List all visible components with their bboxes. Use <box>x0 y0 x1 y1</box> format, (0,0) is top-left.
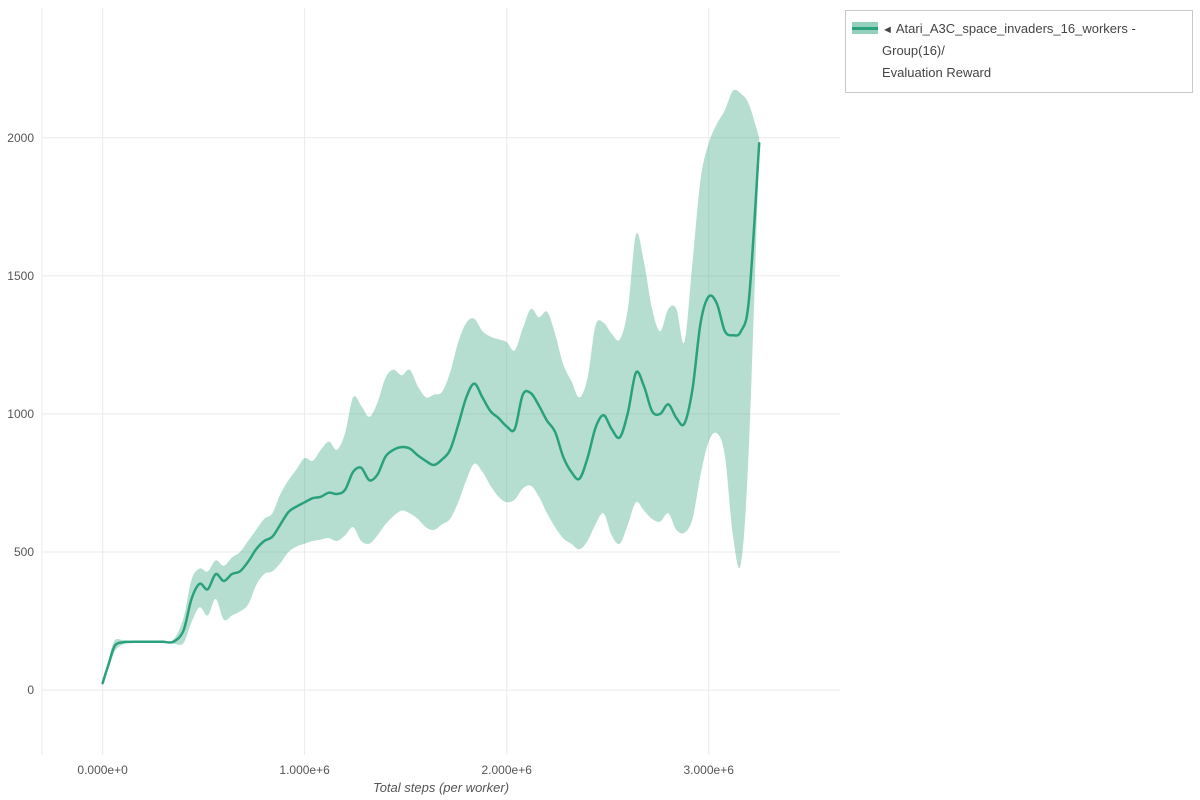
x-tick-label: 1.000e+6 <box>279 763 330 777</box>
x-tick-label: 2.000e+6 <box>482 763 533 777</box>
y-tick-label: 500 <box>14 545 34 559</box>
y-tick-label: 1500 <box>7 269 34 283</box>
legend: ◄ Atari_A3C_space_invaders_16_workers - G… <box>845 10 1193 94</box>
x-axis-title: Total steps (per worker) <box>372 780 510 795</box>
legend-label-line1: Atari_A3C_space_invaders_16_workers - Gr… <box>882 21 1136 59</box>
legend-toggle-icon: ◄ <box>882 24 893 36</box>
legend-label-line2: Evaluation Reward <box>882 65 992 81</box>
y-tick-label: 0 <box>27 683 34 697</box>
confidence-band <box>102 89 760 684</box>
legend-item[interactable]: ◄ Atari_A3C_space_invaders_16_workers - G… <box>852 18 1182 84</box>
y-tick-label: 1000 <box>7 407 34 421</box>
x-tick-label: 3.000e+6 <box>684 763 735 777</box>
series-line <box>101 142 761 685</box>
series-swatch-icon <box>852 22 878 34</box>
legend-label: ◄ Atari_A3C_space_invaders_16_workers - G… <box>882 18 1182 84</box>
y-tick-label: 2000 <box>7 131 34 145</box>
x-tick-label: 0.000e+0 <box>77 763 128 777</box>
